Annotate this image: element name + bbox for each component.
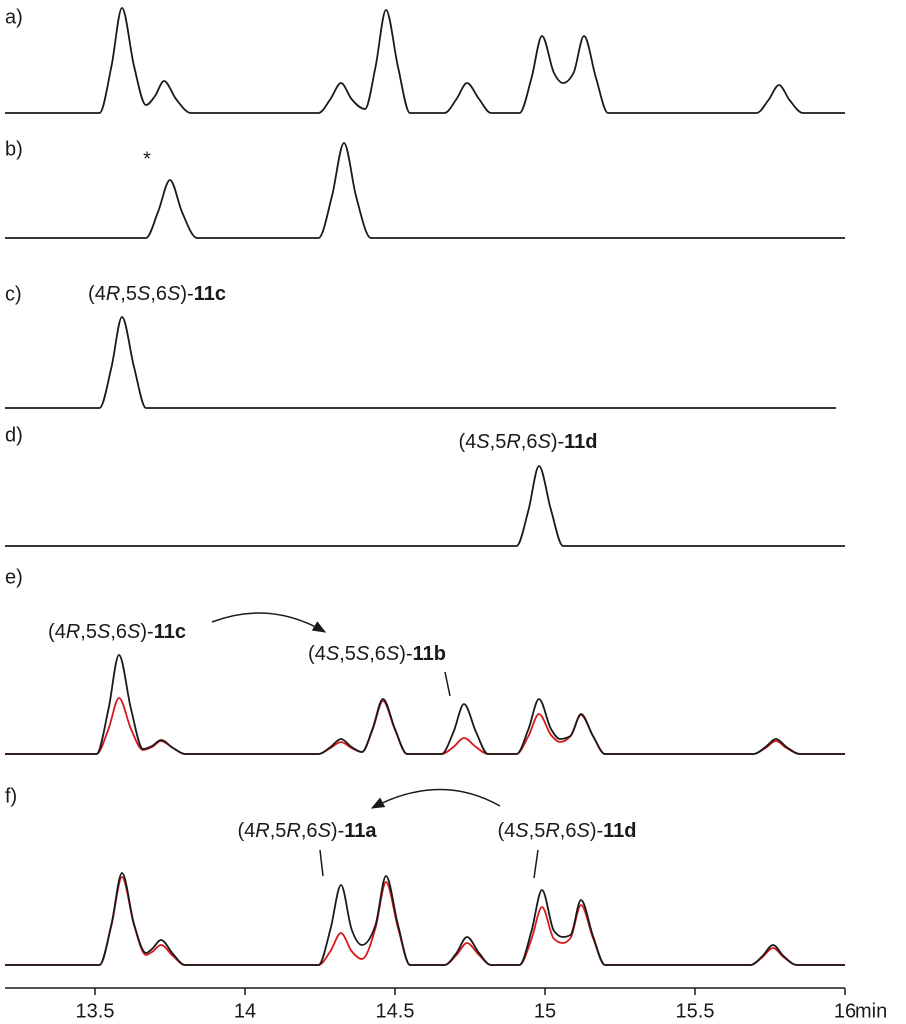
panel-label: f) [5,785,17,807]
peak-annotation: (4S,5R,6S)-11d [498,820,637,842]
x-tick-label: 14 [234,1000,256,1022]
chromatogram-trace [5,876,845,966]
x-axis-label: min [855,1000,887,1022]
peak-annotation: (4R,5R,6S)-11a [237,820,377,842]
x-tick-label: 14.5 [376,1000,415,1022]
peak-annotation: (4R,5S,6S)-11c [48,621,186,643]
panel-label: d) [5,424,23,446]
x-tick-label: 16 [834,1000,856,1022]
peak-annotation: (4R,5S,6S)-11c [88,283,226,305]
conversion-arrow [370,788,501,809]
panel-label: a) [5,6,23,28]
conversion-arrow [211,612,327,633]
peak-annotation: (4S,5R,6S)-11d [459,431,598,453]
chromatogram-trace [5,7,845,114]
x-tick-label: 15.5 [676,1000,715,1022]
peak-connector [533,849,539,879]
panel-label: b) [5,138,23,160]
peak-connector [319,849,324,877]
chromatogram-trace [5,654,845,755]
panel-label: e) [5,566,23,588]
chromatogram-trace [5,872,845,966]
chromatogram-trace [4,142,845,239]
chromatogram-trace [5,465,845,547]
x-tick-label: 15 [534,1000,556,1022]
chromatogram-trace [5,316,836,409]
peak-annotation: (4S,5S,6S)-11b [308,643,446,665]
panel-label: c) [5,283,22,305]
peak-connector [444,671,451,697]
x-tick-label: 13.5 [76,1000,115,1022]
peak-annotation: * [143,148,151,170]
